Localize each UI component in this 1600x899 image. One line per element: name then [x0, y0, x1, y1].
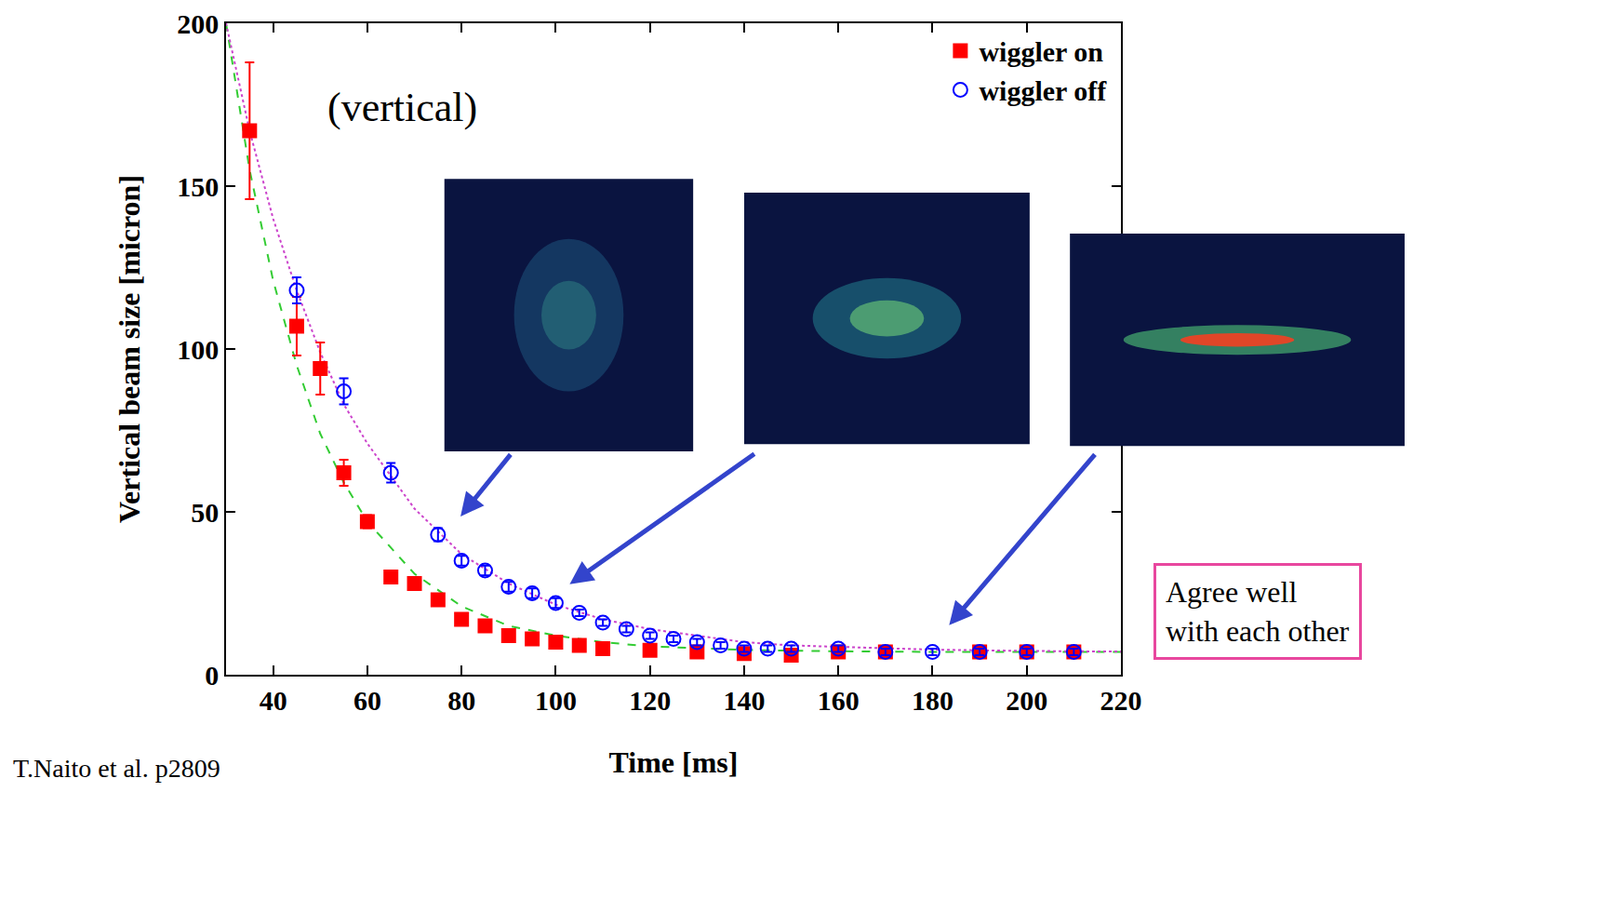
svg-text:50: 50 — [190, 496, 219, 528]
svg-text:200: 200 — [1005, 684, 1048, 716]
svg-text:160: 160 — [817, 684, 860, 716]
svg-text:Agree wellwith each other: Agree wellwith each other — [1165, 574, 1350, 648]
svg-text:100: 100 — [176, 333, 219, 365]
svg-text:140: 140 — [722, 684, 765, 716]
svg-text:80: 80 — [447, 684, 476, 716]
svg-text:180: 180 — [911, 684, 954, 716]
svg-text:Time [ms]: Time [ms] — [609, 745, 739, 779]
svg-text:120: 120 — [628, 684, 671, 716]
svg-text:40: 40 — [259, 684, 288, 716]
svg-text:150: 150 — [176, 171, 219, 202]
svg-text:wiggler off: wiggler off — [978, 75, 1107, 107]
svg-text:60: 60 — [353, 684, 382, 716]
svg-text:220: 220 — [1100, 684, 1143, 716]
svg-text:200: 200 — [176, 8, 219, 40]
svg-text:T.Naito et al. p2809: T.Naito et al. p2809 — [13, 753, 221, 783]
svg-text:(vertical): (vertical) — [327, 84, 478, 131]
svg-text:100: 100 — [534, 684, 577, 716]
svg-text:0: 0 — [204, 659, 219, 691]
svg-text:Vertical beam size [micron]: Vertical beam size [micron] — [112, 174, 147, 523]
svg-text:wiggler on: wiggler on — [978, 36, 1104, 67]
